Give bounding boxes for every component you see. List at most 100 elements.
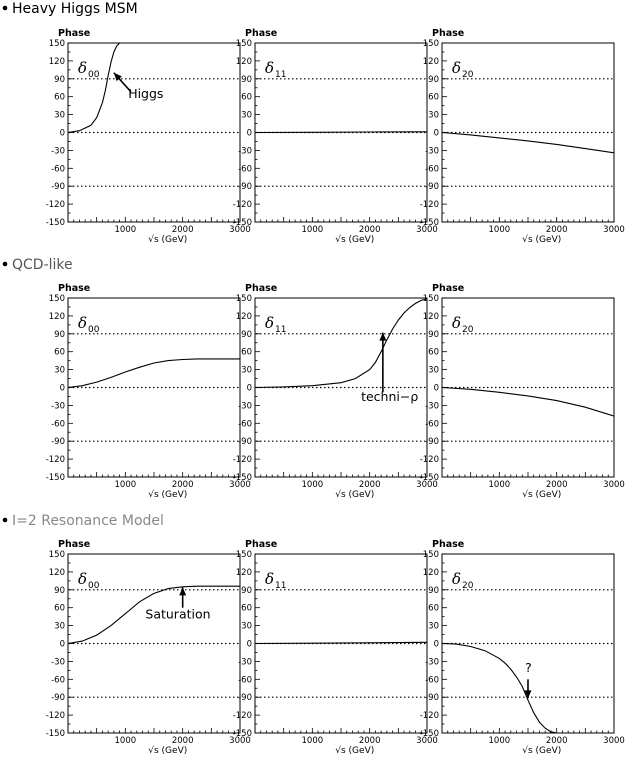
panel-label: δ bbox=[452, 570, 461, 588]
y-tick-label: -60 bbox=[425, 419, 439, 429]
section-title: I=2 Resonance Model bbox=[12, 513, 164, 529]
y-tick-label: 30 bbox=[428, 366, 439, 376]
x-axis-label: √s (GeV) bbox=[335, 489, 374, 500]
x-tick-label: 3000 bbox=[416, 480, 438, 490]
x-tick-label: 2000 bbox=[172, 225, 194, 235]
annotation-label: ? bbox=[525, 660, 532, 675]
y-axis-label: Phase bbox=[245, 28, 277, 39]
panel-label-subscript: 00 bbox=[88, 325, 100, 335]
y-tick-label: 150 bbox=[49, 39, 65, 49]
y-tick-label: -90 bbox=[51, 437, 65, 447]
panel-label-subscript: 20 bbox=[462, 581, 474, 591]
y-tick-label: -120 bbox=[233, 455, 252, 465]
x-tick-label: 1000 bbox=[489, 225, 511, 235]
y-tick-label: -60 bbox=[238, 675, 252, 685]
y-tick-label: 60 bbox=[54, 93, 65, 103]
y-tick-label: 150 bbox=[423, 294, 439, 304]
y-tick-label: 30 bbox=[54, 622, 65, 632]
x-axis-label: √s (GeV) bbox=[148, 745, 187, 756]
panel-label: δ bbox=[265, 59, 274, 77]
y-tick-label: 150 bbox=[49, 294, 65, 304]
y-tick-label: -30 bbox=[425, 401, 439, 411]
y-tick-label: -120 bbox=[420, 711, 439, 721]
y-tick-label: -30 bbox=[238, 401, 252, 411]
y-axis-label: Phase bbox=[245, 283, 277, 294]
x-tick-label: 1000 bbox=[489, 736, 511, 746]
y-tick-label: 90 bbox=[54, 330, 65, 340]
x-tick-label: 2000 bbox=[359, 736, 381, 746]
y-tick-label: 90 bbox=[54, 75, 65, 85]
y-tick-label: 0 bbox=[434, 129, 439, 139]
x-tick-label: 3000 bbox=[416, 225, 438, 235]
x-tick-label: 2000 bbox=[172, 480, 194, 490]
y-tick-label: 120 bbox=[236, 312, 252, 322]
y-axis-label: Phase bbox=[245, 539, 277, 550]
y-tick-label: -60 bbox=[51, 675, 65, 685]
annotation-label: techni−ρ bbox=[361, 389, 418, 404]
y-tick-label: 120 bbox=[49, 312, 65, 322]
panel-label: δ bbox=[265, 314, 274, 332]
panel-label-subscript: 00 bbox=[88, 70, 100, 80]
y-tick-label: 0 bbox=[247, 640, 252, 650]
y-tick-label: -90 bbox=[425, 693, 439, 703]
x-tick-label: 3000 bbox=[603, 225, 625, 235]
phase-curve bbox=[255, 298, 427, 389]
y-tick-label: -150 bbox=[233, 218, 252, 228]
x-tick-label: 1000 bbox=[302, 480, 324, 490]
y-tick-label: 0 bbox=[60, 640, 65, 650]
y-tick-label: 90 bbox=[54, 586, 65, 596]
y-tick-label: 60 bbox=[428, 604, 439, 614]
y-tick-label: -150 bbox=[46, 729, 65, 739]
y-tick-label: -120 bbox=[46, 200, 65, 210]
section-bullet bbox=[2, 5, 8, 11]
panel-label: δ bbox=[452, 59, 461, 77]
y-tick-label: -120 bbox=[420, 200, 439, 210]
y-tick-label: 90 bbox=[428, 586, 439, 596]
y-tick-label: 0 bbox=[434, 384, 439, 394]
y-tick-label: 120 bbox=[423, 312, 439, 322]
y-tick-label: 90 bbox=[241, 330, 252, 340]
section-bullet bbox=[2, 261, 8, 267]
y-tick-label: 120 bbox=[49, 568, 65, 578]
y-tick-label: 120 bbox=[49, 57, 65, 67]
y-axis-label: Phase bbox=[58, 539, 90, 550]
section-bullet bbox=[2, 517, 8, 523]
x-tick-label: 2000 bbox=[546, 736, 568, 746]
y-tick-label: -150 bbox=[420, 218, 439, 228]
y-tick-label: -30 bbox=[238, 657, 252, 667]
x-tick-label: 3000 bbox=[229, 480, 251, 490]
panel-label: δ bbox=[452, 314, 461, 332]
x-axis-label: √s (GeV) bbox=[522, 745, 561, 756]
section-title: Heavy Higgs MSM bbox=[12, 1, 138, 17]
y-tick-label: 30 bbox=[428, 622, 439, 632]
panel-label: δ bbox=[78, 570, 87, 588]
y-tick-label: -60 bbox=[51, 419, 65, 429]
x-tick-label: 1000 bbox=[302, 225, 324, 235]
x-tick-label: 1000 bbox=[115, 225, 137, 235]
x-axis-label: √s (GeV) bbox=[335, 234, 374, 245]
x-tick-label: 3000 bbox=[229, 225, 251, 235]
y-tick-label: 30 bbox=[54, 111, 65, 121]
y-tick-label: 60 bbox=[241, 348, 252, 358]
y-axis-label: Phase bbox=[432, 283, 464, 294]
annotation-arrowhead bbox=[113, 72, 122, 82]
y-tick-label: -150 bbox=[420, 729, 439, 739]
y-tick-label: -120 bbox=[46, 455, 65, 465]
x-axis-label: √s (GeV) bbox=[335, 745, 374, 756]
y-tick-label: -90 bbox=[238, 693, 252, 703]
x-axis-label: √s (GeV) bbox=[522, 489, 561, 500]
panel-label-subscript: 11 bbox=[275, 70, 286, 80]
phase-curve bbox=[442, 131, 614, 154]
y-tick-label: 0 bbox=[247, 129, 252, 139]
y-tick-label: 0 bbox=[434, 640, 439, 650]
panel-label: δ bbox=[78, 59, 87, 77]
y-tick-label: 120 bbox=[423, 568, 439, 578]
y-tick-label: 150 bbox=[236, 294, 252, 304]
annotation-arrowhead bbox=[379, 332, 387, 341]
y-tick-label: 150 bbox=[236, 550, 252, 560]
y-tick-label: -90 bbox=[51, 693, 65, 703]
y-tick-label: -90 bbox=[425, 437, 439, 447]
